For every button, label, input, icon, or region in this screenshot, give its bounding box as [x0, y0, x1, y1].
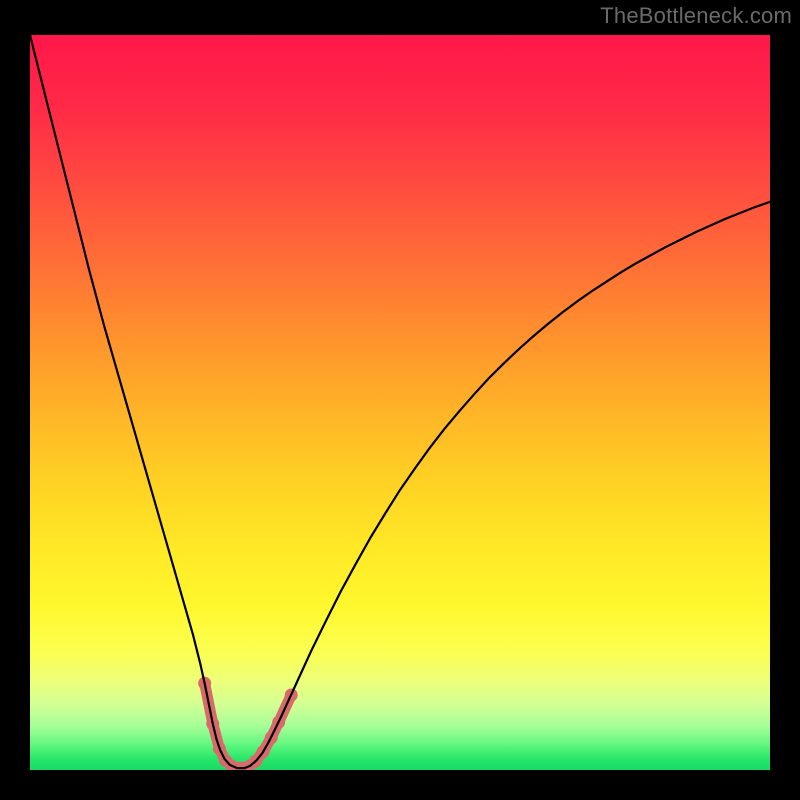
watermark-text: TheBottleneck.com: [600, 3, 792, 29]
bottleneck-chart: [0, 0, 800, 800]
gradient-background: [30, 35, 770, 770]
chart-frame: TheBottleneck.com: [0, 0, 800, 800]
